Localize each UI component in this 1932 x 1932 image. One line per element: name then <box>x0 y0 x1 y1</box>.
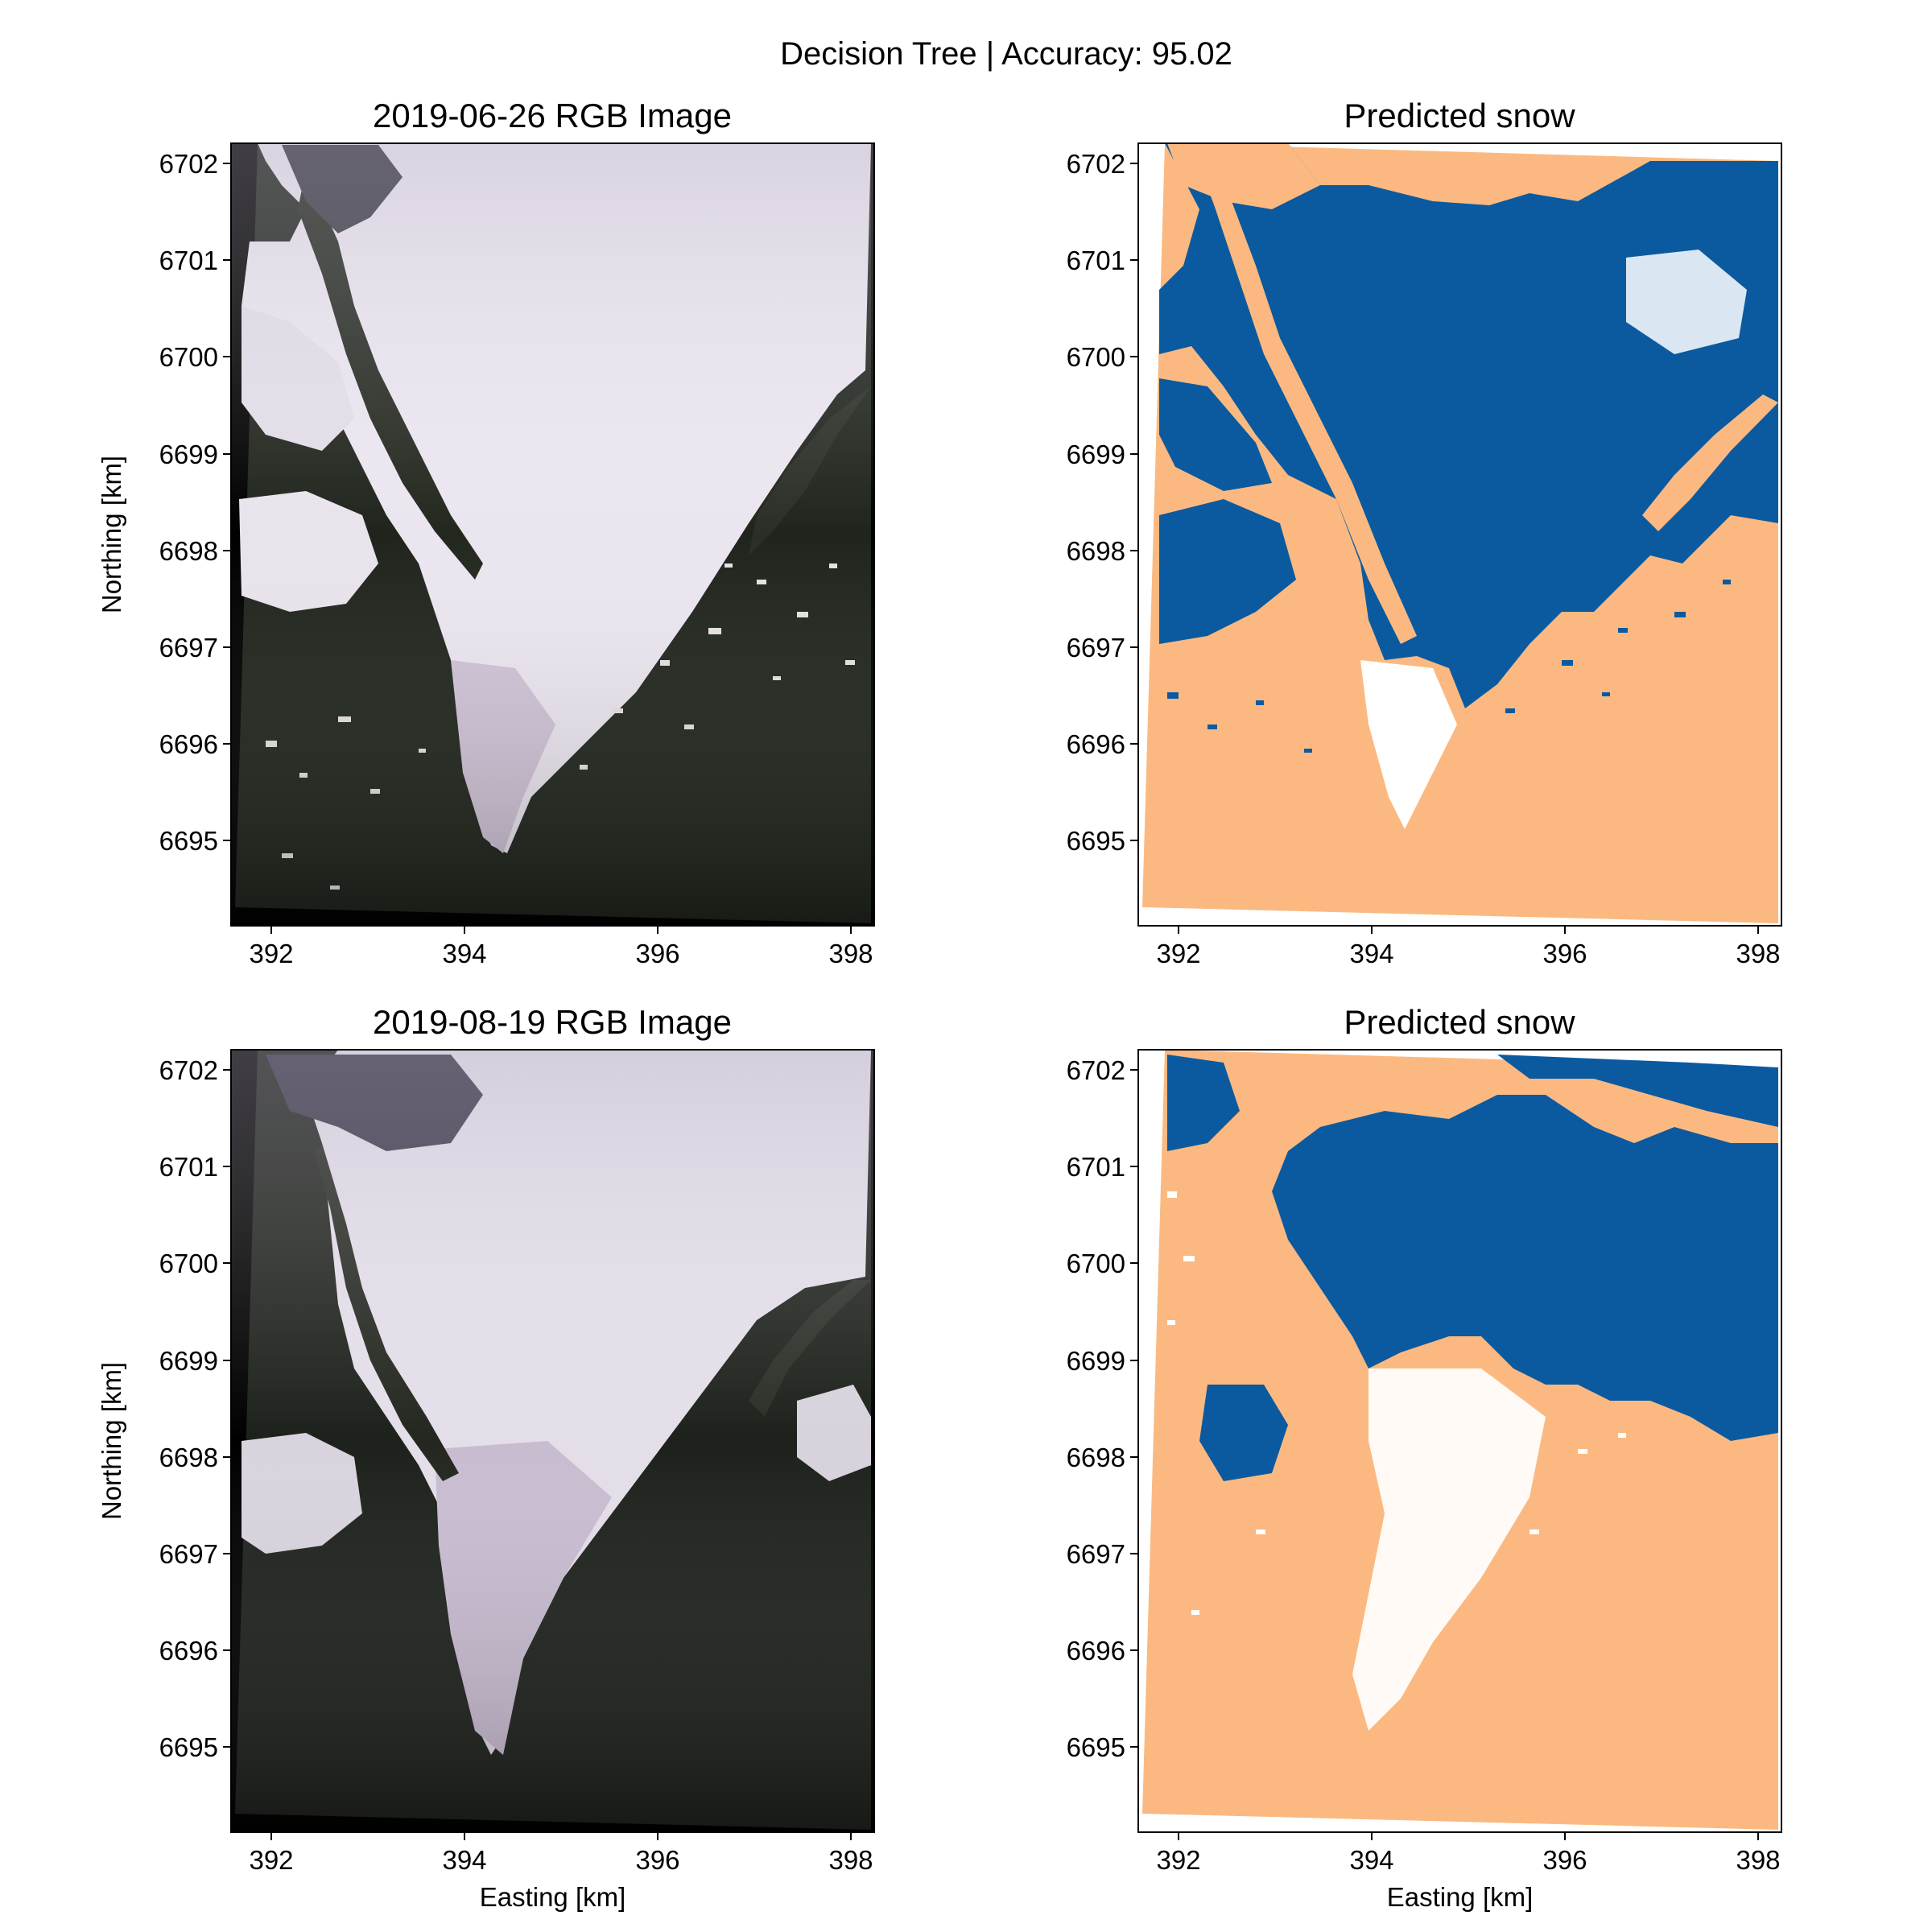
y-tick-label: 6698 <box>159 1443 218 1472</box>
y-tick-label: 6698 <box>1067 1443 1125 1472</box>
panel-prediction-june: Predicted snow <box>1137 97 1782 927</box>
y-tick-label: 6700 <box>159 342 218 372</box>
axes-frame <box>230 1049 875 1833</box>
no-snow-ridge-west <box>1191 143 1417 644</box>
y-axis-label: Northing [km] <box>97 1362 126 1520</box>
panel-title-rgb-june: 2019-06-26 RGB Image <box>373 97 732 134</box>
y-tick-label: 6700 <box>1067 342 1125 372</box>
figure-suptitle: Decision Tree | Accuracy: 95.02 <box>780 36 1232 72</box>
y-tick-label: 6701 <box>159 246 218 275</box>
y-tick-label: 6697 <box>159 633 218 663</box>
y-tick-label: 6699 <box>1067 1346 1125 1376</box>
x-tick-label: 396 <box>1542 939 1587 968</box>
no-snow-ridge-east <box>1642 394 1778 531</box>
panel-title-prediction-august: Predicted snow <box>1344 1003 1575 1041</box>
panel-title-rgb-august: 2019-08-19 RGB Image <box>373 1003 732 1041</box>
y-tick-label: 6695 <box>159 1732 218 1762</box>
y-tick-label: 6696 <box>159 1636 218 1666</box>
snow-class-main <box>1272 1095 1778 1441</box>
unclassified-tongue <box>1360 660 1457 829</box>
unclassified-speckles <box>1167 1191 1626 1615</box>
x-tick-label: 398 <box>1736 1845 1780 1875</box>
x-tick-label: 396 <box>1542 1845 1587 1875</box>
x-tick-label: 398 <box>828 939 873 968</box>
panel-prediction-august: Predicted snow <box>1137 1003 1782 1833</box>
x-tick-label: 394 <box>442 939 486 968</box>
y-axis-label: Northing [km] <box>97 456 126 613</box>
snow-class-west <box>1159 499 1296 644</box>
y-tick-label: 6702 <box>159 1055 218 1085</box>
snow-class-west <box>1199 1385 1288 1481</box>
no-snow-northwest <box>1167 143 1320 209</box>
snow-class-northeast <box>1497 1055 1778 1127</box>
y-tick-label: 6698 <box>1067 536 1125 566</box>
snow-class-northwest <box>1167 1055 1240 1151</box>
y-tick-label: 6700 <box>1067 1249 1125 1278</box>
y-tick-label: 6702 <box>159 149 218 179</box>
y-tick-label: 6699 <box>159 440 218 469</box>
x-tick-label: 398 <box>1736 939 1780 968</box>
x-tick-label: 392 <box>249 939 293 968</box>
y-tick-label: 6696 <box>1067 729 1125 759</box>
axes-frame <box>1137 1049 1782 1833</box>
panel-title-prediction-june: Predicted snow <box>1344 97 1575 134</box>
axes-frame <box>230 142 875 927</box>
y-tick-label: 6701 <box>159 1152 218 1182</box>
x-tick-label: 392 <box>1156 1845 1200 1875</box>
unclassified-tongue <box>1352 1368 1546 1731</box>
x-tick-label: 394 <box>1349 939 1393 968</box>
y-tick-label: 6701 <box>1067 1152 1125 1182</box>
axes-frame <box>1137 142 1782 927</box>
snow-speckles-lower <box>1167 580 1731 753</box>
x-tick-label: 394 <box>1349 1845 1393 1875</box>
axes-prediction-june: 392 394 396 398 6702 6701 6700 6699 6698 6697 6696… <box>1067 149 1781 968</box>
y-tick-label: 6702 <box>1067 1055 1125 1085</box>
x-tick-label: 398 <box>828 1845 873 1875</box>
y-tick-label: 6697 <box>1067 1539 1125 1569</box>
snow-class-west-upper <box>1159 378 1272 491</box>
y-tick-label: 6697 <box>159 1539 218 1569</box>
x-axis-label: Easting [km] <box>1387 1882 1534 1912</box>
panel-rgb-june: 2019-06-26 RGB Image <box>230 97 875 927</box>
y-tick-label: 6702 <box>1067 149 1125 179</box>
snow-class-main <box>1159 143 1778 708</box>
y-tick-label: 6696 <box>159 729 218 759</box>
y-tick-label: 6699 <box>159 1346 218 1376</box>
y-tick-label: 6695 <box>1067 1732 1125 1762</box>
unclassified-east <box>1626 250 1747 354</box>
x-tick-label: 392 <box>249 1845 293 1875</box>
y-tick-label: 6696 <box>1067 1636 1125 1666</box>
y-tick-label: 6695 <box>159 826 218 856</box>
y-tick-label: 6701 <box>1067 246 1125 275</box>
y-tick-label: 6700 <box>159 1249 218 1278</box>
y-tick-label: 6697 <box>1067 633 1125 663</box>
panel-rgb-august: 2019-08-19 RGB Image <box>230 1003 875 1833</box>
x-axis-label: Easting [km] <box>480 1882 626 1912</box>
y-tick-label: 6699 <box>1067 440 1125 469</box>
x-tick-label: 396 <box>635 939 679 968</box>
x-tick-label: 396 <box>635 1845 679 1875</box>
y-tick-label: 6695 <box>1067 826 1125 856</box>
x-tick-label: 392 <box>1156 939 1200 968</box>
axes-decorations: 392 394 396 398 6702 6701 6700 6699 6698 6697 6696… <box>97 149 1781 1912</box>
axes-prediction-august: 392 394 396 398 6702 6701 6700 6699 6698 6697 6696… <box>1067 1055 1781 1912</box>
axes-rgb-june: 392 394 396 398 6702 6701 6700 6699 6698 6697 6696… <box>97 149 873 968</box>
y-tick-label: 6698 <box>159 536 218 566</box>
axes-rgb-august: 392 394 396 398 6702 6701 6700 6699 6698 6697 6696… <box>97 1055 873 1912</box>
x-tick-label: 394 <box>442 1845 486 1875</box>
